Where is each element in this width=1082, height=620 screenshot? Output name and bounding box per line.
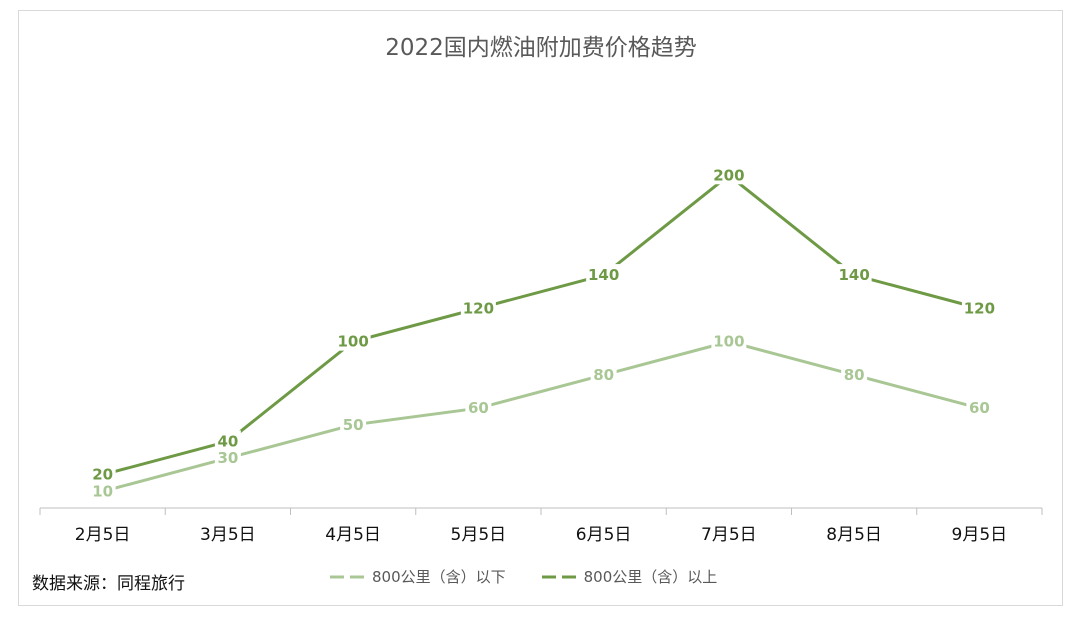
data-labels: 10 30 50 60 80 100 80 60 20 40 100 120 140 200 140 120: [89, 164, 997, 501]
data-label: 100: [337, 333, 368, 351]
x-tick-label: 5月5日: [451, 525, 507, 545]
x-axis-ticks: [39, 508, 1043, 515]
data-label-bg: [711, 330, 747, 351]
series-line-1: [102, 173, 980, 477]
chart-frame: [18, 10, 1063, 606]
data-label-bg: [214, 430, 241, 451]
source-note: 数据来源：同程旅行: [32, 574, 185, 594]
data-label-bg: [89, 463, 116, 484]
data-label: 100: [713, 333, 744, 351]
data-label: 200: [713, 166, 744, 184]
data-label-bg: [586, 264, 622, 285]
legend-swatch-below-800: [330, 575, 366, 578]
data-label-bg: [966, 397, 993, 418]
x-tick-label: 8月5日: [826, 525, 882, 545]
data-label: 80: [844, 366, 865, 384]
data-label: 30: [217, 449, 238, 467]
data-label: 80: [593, 366, 614, 384]
data-label-bg: [961, 297, 997, 318]
legend-label-above-800: 800公里（含）以上: [583, 568, 718, 586]
x-tick-label: 7月5日: [701, 525, 757, 545]
series-lines: [102, 173, 980, 493]
data-label: 120: [964, 299, 995, 317]
data-label: 50: [343, 416, 364, 434]
data-label-bg: [465, 397, 492, 418]
series-line-0: [102, 340, 980, 493]
data-label-bg: [836, 264, 872, 285]
legend-item-below-800: 800公里（含）以下: [328, 566, 506, 587]
data-label: 20: [92, 466, 113, 484]
legend: 800公里（含）以下 800公里（含）以上: [328, 566, 717, 587]
data-label-bg: [841, 363, 868, 384]
data-label-bg: [460, 297, 496, 318]
data-label-bg: [340, 413, 367, 434]
x-tick-label: 6月5日: [576, 525, 632, 545]
x-tick-label: 9月5日: [952, 525, 1008, 545]
data-label-bg: [590, 363, 617, 384]
data-label-bg: [335, 330, 371, 351]
data-label: 10: [92, 482, 113, 500]
legend-swatch-above-800: [541, 575, 578, 578]
data-label: 120: [463, 299, 494, 317]
legend-label-below-800: 800公里（含）以下: [372, 568, 506, 586]
legend-item-above-800: 800公里（含）以上: [540, 566, 718, 587]
x-tick-label: 2月5日: [75, 525, 131, 545]
data-label: 140: [838, 266, 869, 284]
x-axis-labels: 2月5日 3月5日 4月5日 5月5日 6月5日 7月5日 8月5日 9月5日: [75, 525, 1007, 545]
data-label-bg: [711, 164, 747, 185]
data-label: 40: [217, 432, 238, 450]
x-tick-label: 3月5日: [200, 525, 256, 545]
data-label-bg: [214, 447, 241, 468]
data-label: 60: [468, 399, 489, 417]
data-label-bg: [89, 480, 116, 501]
x-tick-label: 4月5日: [325, 525, 381, 545]
chart-title: 2022国内燃油附加费价格趋势: [385, 35, 697, 61]
data-label: 140: [588, 266, 619, 284]
data-label: 60: [969, 399, 990, 417]
